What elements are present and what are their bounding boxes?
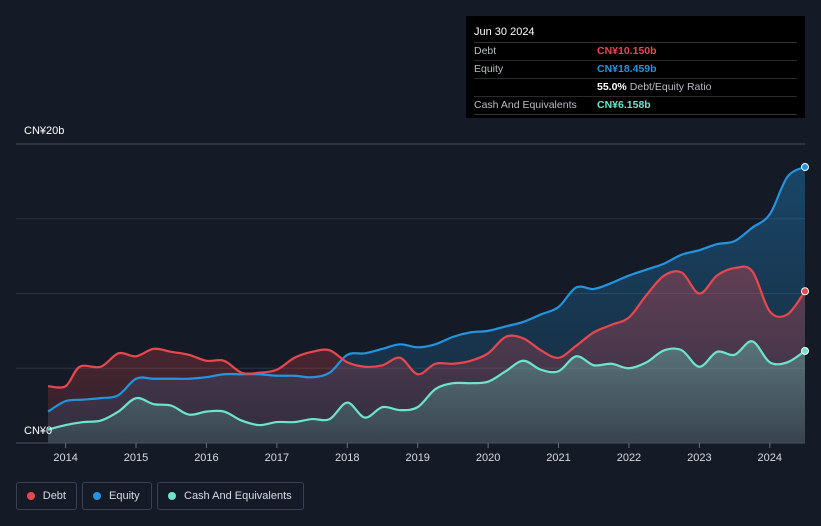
legend-equity[interactable]: Equity bbox=[82, 482, 152, 510]
debt-endpoint bbox=[801, 287, 809, 296]
tooltip-equity-row: Equity CN¥18.459b bbox=[474, 61, 797, 79]
x-tick-label: 2024 bbox=[758, 452, 782, 464]
legend-cash-swatch bbox=[168, 492, 176, 500]
tooltip-cash-label: Cash And Equivalents bbox=[474, 99, 577, 111]
cash-endpoint bbox=[801, 346, 809, 355]
legend-cash[interactable]: Cash And Equivalents bbox=[157, 482, 304, 510]
x-tick-label: 2019 bbox=[405, 452, 429, 464]
x-tick-label: 2017 bbox=[265, 452, 289, 464]
x-tick-label: 2021 bbox=[546, 452, 570, 464]
tooltip-debt-label: Debt bbox=[474, 45, 497, 57]
legend-debt-label: Debt bbox=[42, 490, 66, 502]
cash-area bbox=[48, 341, 805, 443]
tooltip-equity-value: CN¥18.459b bbox=[597, 63, 657, 75]
tooltip-ratio-label: Debt/Equity Ratio bbox=[629, 81, 712, 93]
tooltip-date: Jun 30 2024 bbox=[474, 22, 797, 43]
tooltip-cash-value: CN¥6.158b bbox=[597, 99, 651, 111]
data-tooltip: Jun 30 2024 Debt CN¥10.150b Equity CN¥18… bbox=[466, 16, 805, 118]
legend-equity-label: Equity bbox=[109, 490, 140, 502]
y-axis-bottom-label: CN¥0 bbox=[24, 425, 53, 437]
x-tick-label: 2014 bbox=[53, 452, 77, 464]
tooltip-debt-row: Debt CN¥10.150b bbox=[474, 43, 797, 61]
x-tick-label: 2023 bbox=[687, 452, 711, 464]
x-tick-label: 2015 bbox=[124, 452, 148, 464]
tooltip-ratio-row: 55.0% Debt/Equity Ratio bbox=[474, 79, 797, 97]
y-axis-top-label: CN¥20b bbox=[24, 125, 65, 137]
tooltip-equity-label: Equity bbox=[474, 63, 504, 75]
equity-line bbox=[47, 166, 806, 413]
legend-debt[interactable]: Debt bbox=[16, 482, 77, 510]
x-tick-label: 2018 bbox=[335, 452, 359, 464]
tooltip-ratio-value: 55.0% bbox=[597, 81, 627, 93]
cash-line bbox=[47, 340, 806, 431]
tooltip-debt-value: CN¥10.150b bbox=[597, 45, 657, 57]
x-tick-label: 2016 bbox=[194, 452, 218, 464]
equity-endpoint bbox=[801, 163, 809, 172]
x-tick-label: 2020 bbox=[476, 452, 500, 464]
legend-debt-swatch bbox=[27, 492, 35, 500]
debt-line bbox=[47, 265, 806, 389]
tooltip-cash-row: Cash And Equivalents CN¥6.158b bbox=[474, 97, 797, 115]
legend-cash-label: Cash And Equivalents bbox=[184, 490, 292, 502]
x-tick-label: 2022 bbox=[617, 452, 641, 464]
legend-equity-swatch bbox=[93, 492, 101, 500]
